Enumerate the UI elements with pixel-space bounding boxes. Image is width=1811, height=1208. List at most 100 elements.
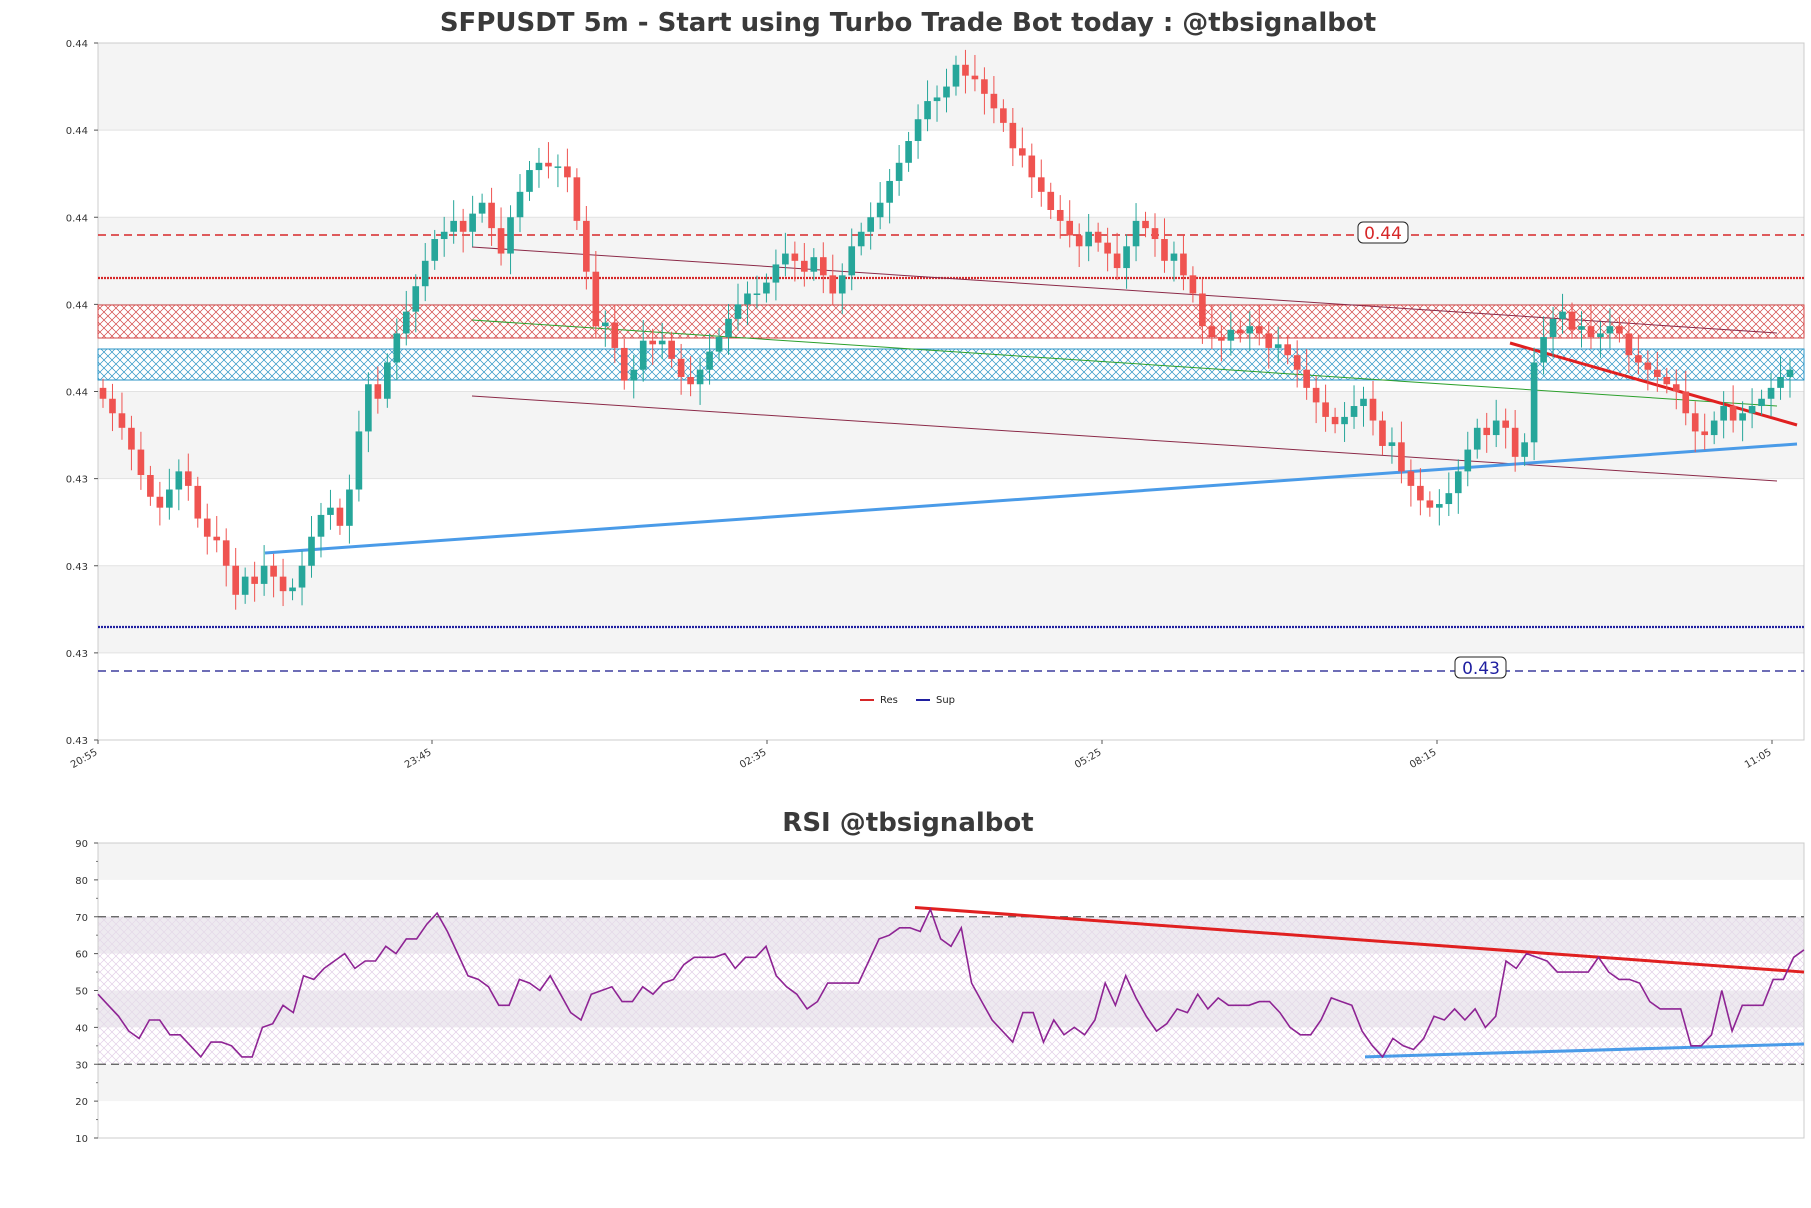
rsi-y-tick-label: 70 bbox=[75, 913, 88, 924]
candle-down bbox=[1635, 355, 1642, 363]
candle-down bbox=[1037, 177, 1045, 192]
candle-down bbox=[1701, 431, 1709, 436]
rsi-chart-title: RSI @tbsignalbot bbox=[782, 808, 1033, 838]
candle-down bbox=[1331, 416, 1339, 425]
candle-down bbox=[336, 507, 344, 526]
candle-down bbox=[1379, 420, 1386, 446]
candle-up bbox=[1530, 362, 1538, 443]
rsi-upper-band bbox=[98, 916, 1804, 954]
candle-down bbox=[1568, 311, 1576, 330]
candle-up bbox=[924, 101, 931, 120]
rsi-mid-band bbox=[98, 990, 1804, 1028]
rsi-y-tick-label: 80 bbox=[75, 876, 88, 887]
candle-down bbox=[251, 576, 258, 584]
candle-down bbox=[1417, 485, 1424, 501]
candle-down bbox=[801, 260, 808, 272]
candle-down bbox=[1236, 329, 1244, 334]
candle-up bbox=[725, 318, 732, 338]
candle-up bbox=[601, 322, 609, 327]
candle-up bbox=[365, 384, 372, 432]
candle-up bbox=[1597, 333, 1604, 338]
rsi-y-tick-label: 30 bbox=[75, 1060, 88, 1071]
candle-down bbox=[1625, 333, 1633, 356]
candle-down bbox=[573, 177, 581, 221]
candle-down bbox=[270, 565, 277, 577]
candle-up bbox=[554, 166, 562, 168]
candle-up bbox=[848, 246, 856, 276]
candle-down bbox=[279, 576, 287, 592]
candle-up bbox=[450, 220, 457, 232]
candle-down bbox=[649, 340, 657, 345]
candle-up bbox=[1350, 406, 1358, 417]
price-y-tick-label: 0.43 bbox=[66, 736, 88, 747]
candle-down bbox=[1587, 326, 1595, 338]
candle-up bbox=[1473, 427, 1481, 450]
candle-down bbox=[1151, 228, 1159, 240]
candle-down bbox=[1028, 155, 1036, 178]
candle-down bbox=[1180, 253, 1187, 276]
price-x-tick-label: 20:55 bbox=[69, 747, 99, 771]
resistance-zone bbox=[97, 304, 1805, 339]
candle-up bbox=[905, 141, 912, 163]
rsi-y-tick-label: 50 bbox=[75, 987, 88, 998]
candle-down bbox=[1104, 242, 1111, 254]
candle-up bbox=[1274, 344, 1282, 348]
candle-up bbox=[241, 576, 249, 595]
candle-up bbox=[734, 304, 742, 319]
candle-down bbox=[1255, 326, 1263, 334]
price-y-tick-label: 0.43 bbox=[66, 475, 88, 486]
price-chart-title: SFPUSDT 5m - Start using Turbo Trade Bot… bbox=[440, 8, 1376, 38]
candle-up bbox=[782, 253, 789, 265]
candle-up bbox=[744, 293, 751, 305]
candle-up bbox=[298, 565, 306, 588]
candle-down bbox=[1208, 326, 1216, 338]
price-band bbox=[98, 217, 1804, 305]
candle-up bbox=[317, 514, 325, 537]
candle-up bbox=[1454, 471, 1462, 494]
candle-up bbox=[440, 231, 448, 240]
candle-down bbox=[222, 540, 230, 566]
candle-down bbox=[1312, 387, 1320, 403]
resistance-level-label: 0.44 bbox=[1364, 224, 1402, 244]
price-y-tick-label: 0.44 bbox=[66, 388, 88, 399]
price-y-tick-label: 0.44 bbox=[66, 126, 88, 137]
rsi-y-tick-label: 90 bbox=[75, 839, 88, 850]
price-x-tick-label: 23:45 bbox=[403, 747, 433, 771]
candle-down bbox=[971, 75, 979, 80]
candle-down bbox=[213, 536, 221, 541]
candle-up bbox=[1606, 326, 1614, 334]
candle-up bbox=[867, 217, 874, 232]
candle-up bbox=[933, 97, 941, 102]
candle-down bbox=[1672, 384, 1680, 392]
candle-down bbox=[1729, 406, 1737, 421]
candle-up bbox=[706, 351, 713, 370]
candle-up bbox=[1559, 311, 1566, 319]
price-zones bbox=[97, 304, 1805, 381]
candle-down bbox=[564, 166, 571, 178]
rsi-band bbox=[98, 843, 1804, 880]
candle-down bbox=[1161, 239, 1168, 261]
candle-down bbox=[1066, 220, 1074, 236]
rsi-band bbox=[98, 1064, 1804, 1102]
candle-up bbox=[289, 587, 296, 592]
candle-up bbox=[421, 260, 429, 287]
candle-up bbox=[526, 170, 533, 192]
price-y-tick-label: 0.44 bbox=[66, 39, 88, 50]
candle-down bbox=[981, 79, 988, 94]
candle-up bbox=[1464, 449, 1472, 472]
price-y-axis: 0.44 0.44 0.44 0.44 0.44 0.43 0.43 0.43 0.43 bbox=[66, 39, 98, 747]
price-x-tick-label: 08:15 bbox=[1408, 747, 1438, 771]
candle-down bbox=[1009, 122, 1017, 149]
candle-up bbox=[1540, 337, 1547, 363]
candle-down bbox=[1189, 275, 1197, 294]
candle-down bbox=[1218, 337, 1225, 341]
candle-up bbox=[1578, 326, 1585, 330]
candle-up bbox=[402, 311, 410, 334]
candle-up bbox=[952, 64, 960, 87]
candle-up bbox=[1341, 416, 1348, 425]
price-y-tick-label: 0.43 bbox=[66, 562, 88, 573]
candle-up bbox=[1521, 442, 1528, 457]
candle-up bbox=[763, 282, 770, 294]
rsi-y-axis: 90 80 70 60 50 40 30 20 10 bbox=[75, 839, 98, 1145]
